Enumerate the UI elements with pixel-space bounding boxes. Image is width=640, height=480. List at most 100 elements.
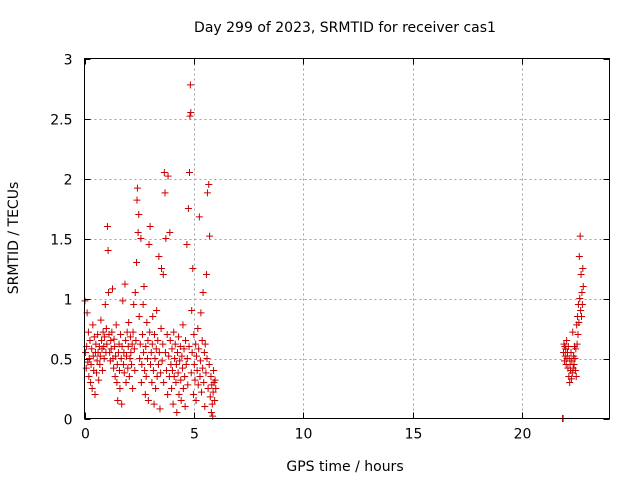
data-point bbox=[82, 364, 90, 372]
data-point bbox=[181, 403, 189, 410]
data-point bbox=[96, 361, 104, 368]
data-point bbox=[85, 355, 93, 362]
data-point bbox=[123, 328, 131, 336]
data-point bbox=[571, 355, 579, 362]
data-point bbox=[192, 340, 200, 348]
data-point bbox=[135, 313, 143, 320]
data-point bbox=[142, 373, 150, 380]
data-point bbox=[158, 357, 166, 365]
data-point bbox=[201, 340, 209, 348]
data-point bbox=[190, 361, 198, 368]
data-point bbox=[207, 409, 215, 416]
data-point bbox=[128, 340, 136, 348]
data-point bbox=[130, 301, 138, 308]
data-point bbox=[205, 361, 213, 368]
data-point bbox=[159, 340, 167, 348]
data-point bbox=[190, 331, 198, 338]
data-point bbox=[91, 391, 99, 398]
x-tick-label: 5 bbox=[190, 427, 199, 443]
data-point bbox=[173, 349, 181, 356]
data-point bbox=[88, 385, 96, 392]
data-point bbox=[101, 333, 109, 341]
data-point bbox=[142, 343, 150, 350]
data-point bbox=[186, 169, 193, 176]
y-axis-label: SRMTID / TECUs bbox=[6, 182, 22, 295]
data-point bbox=[107, 337, 115, 344]
data-point bbox=[160, 169, 168, 176]
data-point bbox=[578, 289, 586, 296]
data-point bbox=[567, 375, 575, 383]
data-point bbox=[197, 309, 205, 317]
data-point bbox=[570, 361, 578, 368]
data-point bbox=[186, 112, 194, 120]
data-point bbox=[122, 337, 130, 344]
data-point bbox=[126, 333, 134, 341]
data-point bbox=[138, 361, 146, 368]
data-point bbox=[188, 349, 196, 356]
data-point bbox=[210, 367, 218, 374]
data-point bbox=[160, 379, 168, 386]
data-point bbox=[147, 349, 155, 356]
data-point bbox=[179, 321, 187, 329]
data-point bbox=[164, 391, 172, 398]
data-point bbox=[111, 373, 119, 380]
data-point bbox=[203, 189, 211, 197]
data-point bbox=[86, 337, 94, 344]
data-point bbox=[183, 355, 191, 362]
data-point bbox=[105, 289, 113, 296]
data-point bbox=[87, 379, 95, 386]
data-point bbox=[182, 361, 190, 368]
data-point bbox=[139, 301, 147, 308]
data-point bbox=[189, 265, 197, 272]
data-point bbox=[184, 381, 192, 389]
data-point bbox=[151, 331, 158, 338]
data-point bbox=[202, 369, 210, 377]
data-point bbox=[575, 319, 583, 326]
data-point bbox=[208, 400, 216, 408]
data-point bbox=[133, 184, 141, 192]
data-point bbox=[124, 364, 132, 372]
data-point bbox=[132, 337, 140, 344]
y-tick-label: 0.5 bbox=[50, 353, 72, 369]
data-point bbox=[152, 345, 160, 353]
data-point bbox=[203, 355, 211, 362]
data-point bbox=[103, 340, 111, 348]
data-point bbox=[176, 357, 184, 365]
data-point bbox=[143, 319, 151, 326]
data-point bbox=[198, 337, 206, 344]
data-point bbox=[108, 328, 116, 336]
data-point bbox=[84, 328, 92, 336]
data-point bbox=[129, 385, 137, 392]
data-point bbox=[103, 223, 111, 230]
y-tick-label: 3 bbox=[64, 53, 73, 69]
data-point bbox=[127, 349, 135, 356]
data-point bbox=[131, 289, 139, 296]
data-point bbox=[128, 361, 136, 368]
data-point bbox=[187, 109, 195, 116]
data-point bbox=[111, 343, 119, 350]
x-tick-label: 0 bbox=[81, 427, 90, 443]
data-point bbox=[193, 367, 201, 374]
data-point bbox=[189, 391, 197, 398]
data-point bbox=[576, 295, 584, 302]
data-point bbox=[118, 343, 126, 350]
data-point bbox=[200, 379, 208, 386]
data-point bbox=[177, 397, 185, 404]
data-point bbox=[141, 367, 149, 374]
data-point bbox=[122, 379, 130, 386]
data-point bbox=[194, 325, 202, 332]
data-point bbox=[130, 345, 138, 353]
data-point bbox=[170, 328, 178, 336]
y-tick-labels: 0 0.5 1 1.5 2 2.5 3 bbox=[50, 53, 72, 429]
data-point bbox=[569, 328, 577, 336]
data-point bbox=[157, 325, 165, 332]
data-point bbox=[169, 400, 177, 408]
data-point bbox=[125, 373, 133, 380]
data-point bbox=[211, 376, 219, 384]
data-point bbox=[192, 397, 200, 404]
data-point bbox=[578, 313, 585, 320]
data-point bbox=[149, 367, 157, 374]
data-point bbox=[578, 301, 586, 308]
data-point bbox=[155, 349, 163, 356]
data-point bbox=[133, 196, 141, 204]
